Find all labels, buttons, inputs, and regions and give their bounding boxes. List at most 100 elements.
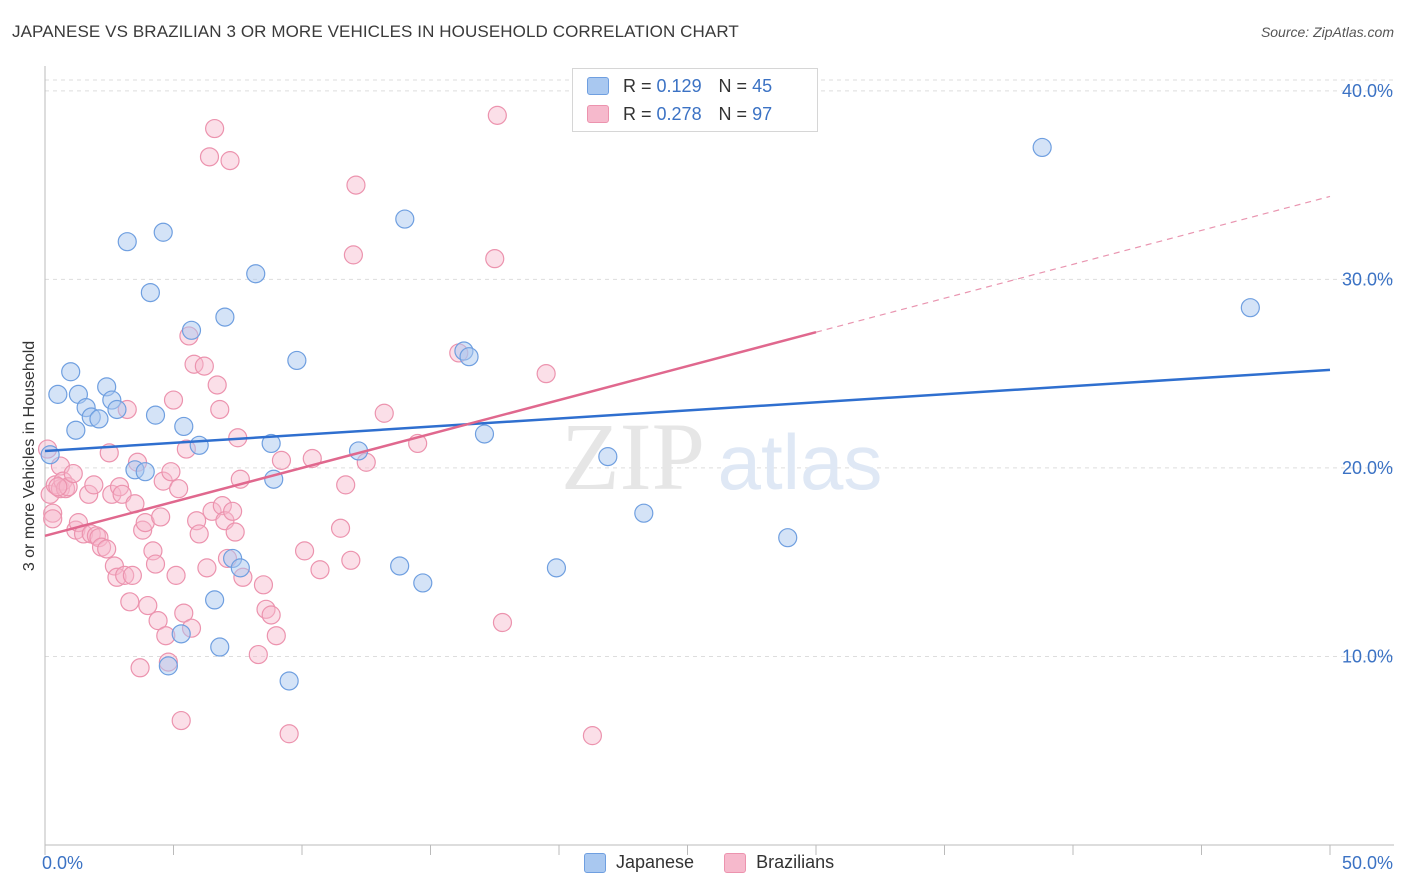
brazilians-point [166, 565, 186, 585]
brazilians-trend-extension [815, 195, 1331, 333]
brazilians-point [294, 541, 315, 561]
brazilians-point [163, 390, 184, 410]
brazilians-point [148, 611, 168, 631]
legend-n-brazilians: 97 [752, 103, 773, 124]
source-label: Source: ZipAtlas.com [1260, 24, 1394, 40]
brazilians-point [582, 726, 603, 746]
brazilians-point [122, 565, 142, 585]
japanese-point [210, 637, 230, 657]
legend-r-label: R = [623, 75, 652, 96]
trend-lines [44, 195, 1331, 538]
y-tick-label: 30.0% [1342, 269, 1393, 289]
brazilians-point [485, 249, 505, 269]
brazilians-points [37, 105, 603, 746]
brazilians-point [109, 477, 130, 497]
brazilians-point [271, 450, 292, 470]
japanese-point [546, 558, 567, 578]
legend-r-japanese: 0.129 [656, 75, 702, 96]
legend-swatch-japanese [587, 77, 609, 95]
japanese-point [778, 528, 798, 548]
brazilians-point [330, 518, 351, 538]
japanese-point [261, 433, 281, 454]
japanese-point [634, 503, 654, 523]
watermark-atlas: atlas [718, 418, 883, 506]
brazilians-point [374, 403, 394, 423]
legend: R = 0.129 N = 45 R = 0.278 N = 97 [572, 68, 818, 132]
bottom-legend-brazilians: Brazilians [724, 852, 834, 873]
brazilians-point [256, 599, 276, 619]
x-tick-label-max: 50.0% [1342, 853, 1393, 873]
bottom-legend-swatch-brazilians [724, 852, 747, 873]
bottom-legend-label-japanese: Japanese [616, 852, 695, 872]
x-tick-label-min: 0.0% [42, 853, 83, 873]
japanese-point [1240, 298, 1260, 318]
japanese-point [145, 405, 166, 425]
brazilians-point [261, 605, 281, 625]
brazilians-point [107, 567, 127, 587]
brazilians-point [97, 539, 117, 559]
japanese-point [598, 447, 618, 467]
brazilians-point [189, 524, 209, 544]
legend-row-brazilians: R = 0.278 N = 97 [587, 102, 772, 126]
japanese-point [413, 573, 433, 593]
japanese-point [215, 307, 235, 327]
brazilians-point [145, 554, 166, 574]
japanese-point [279, 671, 299, 691]
brazilians-point [63, 463, 83, 484]
brazilians-point [43, 509, 63, 529]
y-tick-label: 20.0% [1342, 458, 1393, 478]
brazilians-point [120, 592, 140, 612]
brazilians-point [199, 147, 220, 167]
japanese-point [153, 222, 173, 242]
brazilians-point [151, 507, 171, 527]
legend-r-label: R = [623, 103, 652, 124]
brazilians-point [48, 477, 68, 497]
japanese-point [117, 232, 137, 252]
y-tick-labels: 10.0% 20.0% 30.0% 40.0% [1342, 81, 1393, 667]
watermark-zip: ZIP [561, 403, 705, 510]
japanese-point [171, 624, 191, 644]
brazilians-point [336, 475, 356, 495]
brazilians-point [536, 364, 556, 384]
brazilians-point [205, 118, 225, 139]
brazilians-point [130, 658, 150, 678]
japanese-point [395, 209, 415, 229]
japanese-trend-line [44, 368, 1331, 453]
brazilians-trend-line [44, 330, 817, 538]
brazilians-point [112, 484, 132, 504]
legend-n-japanese: 45 [752, 75, 773, 96]
y-tick-label: 40.0% [1342, 81, 1393, 101]
brazilians-point [220, 151, 240, 171]
brazilians-point [53, 471, 73, 491]
brazilians-point [79, 484, 99, 504]
brazilians-point [210, 399, 230, 420]
japanese-point [140, 282, 160, 303]
brazilians-point [223, 501, 243, 521]
watermark: ZIP atlas [561, 403, 882, 510]
brazilians-point [253, 575, 274, 595]
brazilians-point [43, 503, 63, 523]
brazilians-point [197, 558, 217, 578]
brazilians-point [310, 560, 330, 580]
bottom-legend: Japanese Brazilians [584, 852, 864, 873]
brazilians-point [194, 356, 214, 376]
japanese-point [158, 656, 178, 676]
brazilians-point [248, 644, 268, 665]
brazilians-point [346, 175, 366, 195]
japanese-point [174, 416, 194, 437]
brazilians-point [174, 603, 194, 623]
legend-row-japanese: R = 0.129 N = 45 [587, 74, 772, 98]
japanese-point [66, 420, 86, 440]
japanese-point [181, 320, 202, 340]
japanese-point [287, 350, 307, 371]
japanese-point [474, 424, 495, 444]
brazilians-point [343, 245, 363, 265]
japanese-point [48, 384, 68, 404]
japanese-point [189, 435, 209, 455]
bottom-legend-swatch-japanese [584, 852, 606, 873]
brazilians-point [341, 550, 361, 570]
japanese-point [107, 399, 127, 420]
bottom-legend-japanese: Japanese [584, 852, 694, 873]
brazilians-point [133, 520, 153, 540]
x-tick-labels: 0.0% 50.0% [42, 853, 1393, 873]
